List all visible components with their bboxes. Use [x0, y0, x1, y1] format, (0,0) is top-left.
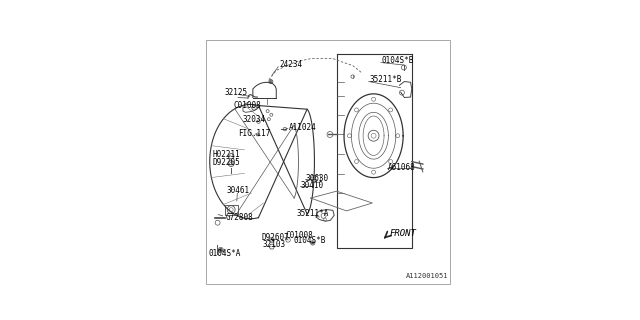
- Text: 24234: 24234: [279, 60, 302, 69]
- Text: 0104S*B: 0104S*B: [381, 56, 414, 65]
- Text: 30630: 30630: [305, 174, 328, 183]
- Text: D92205: D92205: [212, 158, 240, 167]
- Text: 0104S*A: 0104S*A: [209, 250, 241, 259]
- Text: C01008: C01008: [285, 231, 314, 240]
- Circle shape: [220, 249, 222, 251]
- Text: A61068: A61068: [388, 163, 415, 172]
- Text: FRONT: FRONT: [389, 229, 416, 238]
- Circle shape: [270, 81, 272, 83]
- Text: 30410: 30410: [301, 180, 324, 189]
- Text: G72808: G72808: [226, 212, 253, 221]
- Text: A112001051: A112001051: [406, 273, 448, 279]
- Text: 35211*B: 35211*B: [369, 75, 402, 84]
- Text: 32034: 32034: [243, 115, 266, 124]
- Text: 32103: 32103: [262, 240, 286, 249]
- Text: FIG.117: FIG.117: [238, 129, 271, 138]
- Text: C01008: C01008: [234, 101, 262, 110]
- Text: 35211*A: 35211*A: [296, 209, 329, 218]
- Bar: [225, 205, 238, 215]
- Text: 0104S*B: 0104S*B: [294, 236, 326, 245]
- Text: A11024: A11024: [289, 123, 316, 132]
- Text: H02211: H02211: [212, 150, 240, 159]
- Text: 30461: 30461: [227, 186, 250, 195]
- Text: D92607: D92607: [262, 233, 289, 242]
- Text: 32125: 32125: [224, 88, 247, 97]
- Circle shape: [312, 242, 314, 244]
